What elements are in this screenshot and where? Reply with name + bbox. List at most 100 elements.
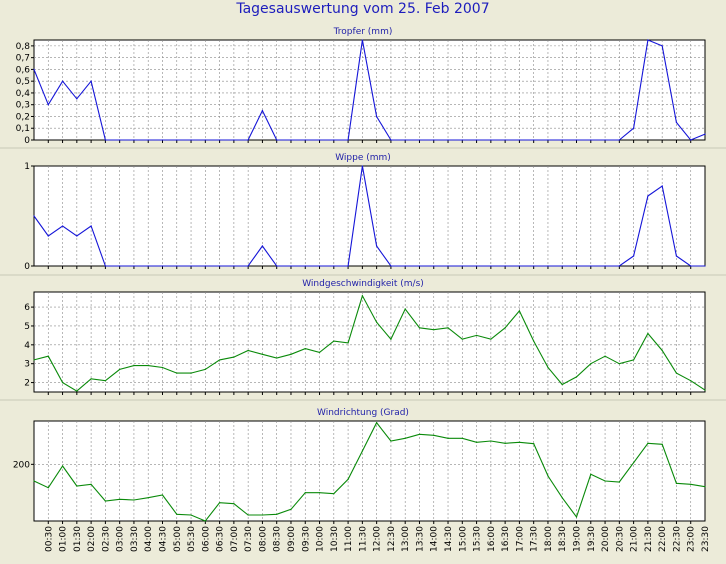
x-tick-label: 17:30: [530, 526, 540, 552]
data-point: [204, 265, 206, 267]
data-point: [490, 265, 492, 267]
y-tick-label: 0,7: [16, 54, 30, 64]
data-point: [504, 139, 506, 141]
data-point: [418, 327, 421, 329]
data-point: [276, 357, 278, 359]
data-point: [433, 329, 435, 331]
x-tick-label: 14:30: [444, 526, 454, 552]
data-point: [490, 440, 492, 442]
data-point: [704, 133, 706, 135]
data-point: [575, 139, 578, 141]
data-point: [190, 372, 192, 374]
data-point: [218, 502, 221, 504]
data-point: [347, 265, 349, 267]
data-point: [261, 514, 264, 516]
plot-frame: [33, 165, 706, 267]
data-point: [61, 465, 64, 467]
data-point: [447, 437, 449, 439]
x-tick-label: 03:30: [130, 526, 140, 552]
data-point: [304, 348, 306, 350]
data-point: [604, 355, 606, 357]
data-point: [204, 368, 206, 370]
data-point: [190, 265, 192, 267]
series-line: [33, 421, 706, 522]
data-point: [604, 265, 606, 267]
data-point: [376, 115, 378, 118]
x-tick-label: 08:30: [273, 526, 283, 552]
x-tick-label: 22:00: [658, 526, 668, 552]
data-point: [504, 327, 506, 329]
x-tick-label: 01:30: [73, 526, 83, 552]
x-tick-label: 06:30: [216, 526, 226, 552]
data-point: [604, 480, 606, 482]
data-point: [318, 492, 321, 494]
data-point: [647, 332, 649, 335]
data-point: [247, 349, 249, 352]
data-point: [590, 265, 592, 267]
x-tick-label: 13:00: [401, 526, 411, 552]
data-point: [290, 353, 292, 355]
data-point: [376, 321, 378, 323]
x-tick-label: 16:00: [487, 526, 497, 552]
data-point: [447, 265, 449, 267]
data-point: [390, 139, 392, 141]
data-point: [47, 235, 49, 237]
data-point: [233, 356, 235, 358]
x-tick-label: 23:00: [687, 526, 697, 552]
y-tick-label: 0: [24, 262, 30, 272]
data-point: [276, 265, 278, 267]
data-point: [33, 480, 35, 482]
data-point: [404, 265, 406, 267]
data-point: [47, 104, 49, 106]
data-point: [218, 359, 221, 361]
x-tick-label: 23:30: [701, 526, 711, 552]
data-point: [547, 366, 549, 369]
data-point: [261, 109, 264, 112]
data-point: [404, 139, 406, 141]
data-point: [633, 359, 635, 361]
x-tick-label: 12:30: [387, 526, 397, 552]
x-tick-label: 20:30: [615, 526, 625, 552]
data-point: [633, 255, 635, 257]
data-point: [61, 80, 64, 82]
data-point: [176, 513, 178, 515]
data-point: [661, 443, 663, 445]
x-tick-label: 02:00: [87, 526, 97, 552]
data-point: [490, 338, 492, 340]
data-point: [690, 483, 692, 485]
x-tick-label: 11:30: [358, 526, 368, 552]
x-tick-label: 02:30: [101, 526, 111, 552]
data-point: [347, 342, 349, 344]
x-tick-label: 06:00: [201, 526, 211, 552]
data-point: [261, 245, 264, 247]
data-point: [133, 499, 135, 501]
data-point: [61, 225, 64, 227]
y-tick-label: 200: [13, 460, 30, 470]
data-point: [433, 139, 435, 141]
x-tick-label: 07:30: [244, 526, 254, 552]
data-point: [90, 378, 92, 380]
data-point: [561, 139, 563, 141]
panel-title: Wippe (mm): [335, 153, 391, 163]
series-line: [33, 165, 705, 267]
data-point: [361, 450, 363, 452]
data-point: [590, 363, 592, 365]
data-point: [704, 265, 706, 267]
x-tick-label: 21:00: [630, 526, 640, 552]
data-point: [276, 139, 278, 141]
x-tick-label: 04:30: [158, 526, 168, 552]
data-point: [47, 355, 49, 357]
data-point: [333, 340, 335, 342]
data-point: [276, 513, 278, 515]
data-point: [547, 139, 549, 141]
data-point: [447, 327, 449, 329]
data-point: [47, 487, 49, 489]
x-tick-label: 08:00: [258, 526, 268, 552]
panel-title: Tropfer (mm): [333, 27, 393, 37]
panel-title: Windrichtung (Grad): [317, 408, 409, 418]
data-point: [618, 139, 620, 141]
data-point: [347, 139, 349, 141]
data-point: [233, 139, 235, 141]
data-point: [633, 462, 635, 464]
